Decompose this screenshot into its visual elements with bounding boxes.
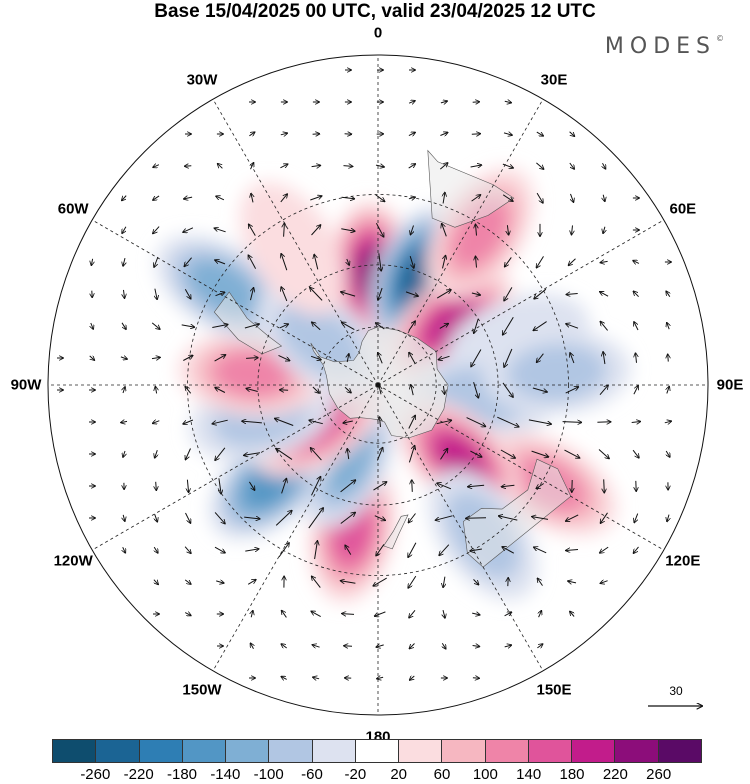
colorbar-swatch bbox=[269, 740, 312, 762]
longitude-label-lon-60e: 60E bbox=[669, 201, 696, 218]
longitude-label-lon-90e: 90E bbox=[717, 377, 744, 394]
south-pole-dot bbox=[376, 383, 381, 388]
colorbar-swatch bbox=[140, 740, 183, 762]
wind-arrow bbox=[604, 479, 605, 492]
longitude-label-lon-30w: 30W bbox=[187, 72, 218, 89]
colorbar-tick-label: 60 bbox=[434, 766, 451, 783]
colorbar-ticks: -260 -220 -180 -140 -100 -60 -20 20 60 100 140 180 2… bbox=[0, 766, 750, 784]
colorbar-tick-label: -60 bbox=[301, 766, 323, 783]
colorbar-tick-label: 180 bbox=[559, 766, 584, 783]
wind-arrow bbox=[412, 480, 413, 492]
colorbar bbox=[52, 739, 702, 763]
colorbar-swatch bbox=[615, 740, 658, 762]
colorbar-swatch bbox=[356, 740, 399, 762]
colorbar-swatch bbox=[183, 740, 226, 762]
longitude-label-lon-150w: 150W bbox=[182, 681, 221, 698]
colorbar-tick-label: -140 bbox=[210, 766, 240, 783]
longitude-label-lon-120w: 120W bbox=[54, 553, 93, 570]
longitude-label-lon-150e: 150E bbox=[536, 681, 571, 698]
colorbar-swatch bbox=[313, 740, 356, 762]
colorbar-swatch bbox=[96, 740, 139, 762]
wind-arrow bbox=[668, 354, 669, 361]
colorbar-tick-label: -180 bbox=[167, 766, 197, 783]
longitude-label-lon-90w: 90W bbox=[11, 377, 42, 394]
colorbar-tick-label: 140 bbox=[516, 766, 541, 783]
colorbar-swatch bbox=[529, 740, 572, 762]
colorbar-swatch bbox=[442, 740, 485, 762]
colorbar-swatch bbox=[53, 740, 96, 762]
colorbar-tick-label: 20 bbox=[390, 766, 407, 783]
wind-arrow bbox=[466, 518, 486, 519]
longitude-label-lon-60w: 60W bbox=[58, 201, 89, 218]
colorbar-tick-label: -100 bbox=[254, 766, 284, 783]
colorbar-tick-label: 260 bbox=[646, 766, 671, 783]
colorbar-tick-label: 220 bbox=[603, 766, 628, 783]
colorbar-tick-label: -220 bbox=[124, 766, 154, 783]
longitude-label-lon-30e: 30E bbox=[541, 72, 568, 89]
colorbar-swatch bbox=[572, 740, 615, 762]
wind-arrow bbox=[472, 134, 480, 135]
colorbar-tick-label: 100 bbox=[473, 766, 498, 783]
longitude-label-lon-0: 0 bbox=[374, 25, 382, 42]
colorbar-tick-label: -20 bbox=[344, 766, 366, 783]
colorbar-swatch bbox=[226, 740, 269, 762]
colorbar-swatch bbox=[486, 740, 529, 762]
colorbar-tick-label: -260 bbox=[80, 766, 110, 783]
wind-arrow bbox=[473, 678, 479, 679]
wind-arrow bbox=[156, 482, 157, 490]
colorbar-swatch bbox=[399, 740, 442, 762]
reference-vector: 30 bbox=[646, 684, 706, 718]
longitude-label-lon-120e: 120E bbox=[665, 553, 700, 570]
colorbar-swatch bbox=[659, 740, 701, 762]
